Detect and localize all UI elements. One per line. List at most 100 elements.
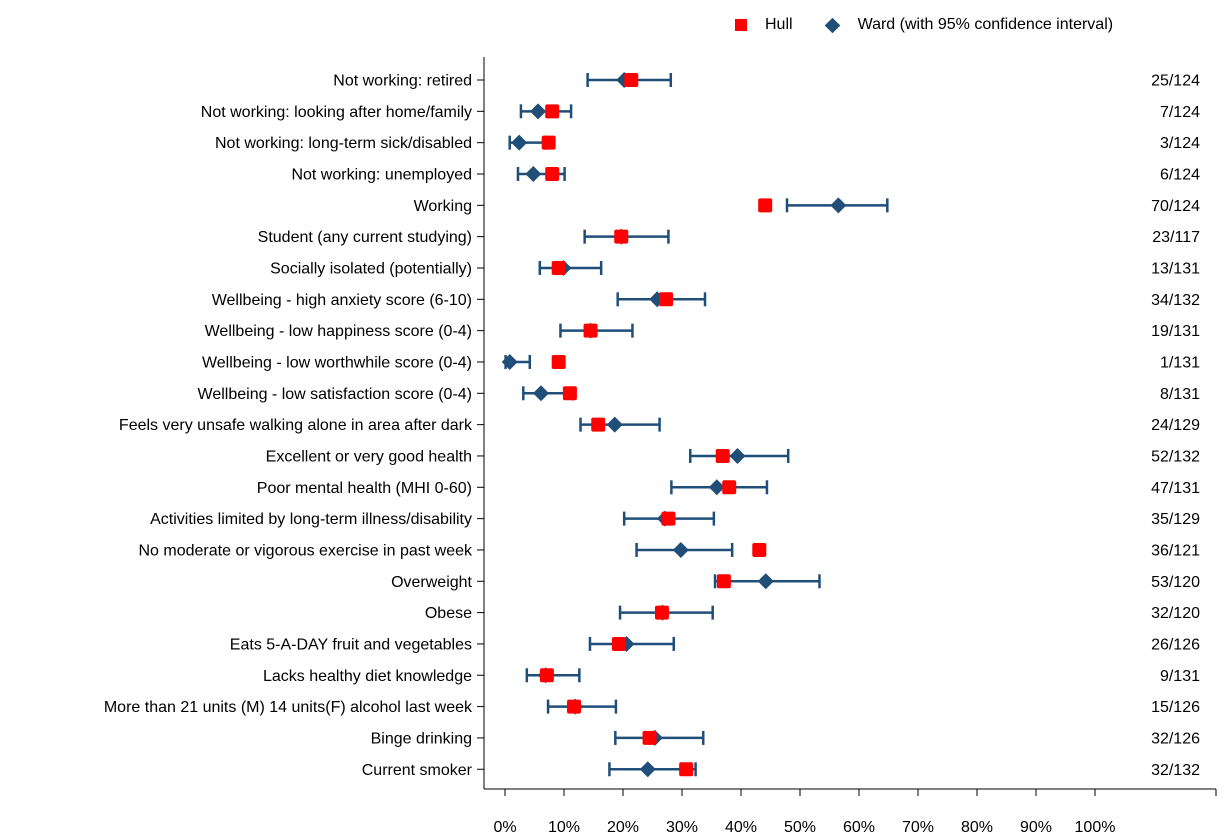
category-label: More than 21 units (M) 14 units(F) alcoh… <box>104 699 473 716</box>
category-label: Poor mental health (MHI 0-60) <box>257 480 472 497</box>
hull-point <box>539 668 554 683</box>
x-tick-label: 70% <box>902 819 934 834</box>
count-label: 34/132 <box>1151 292 1200 309</box>
count-label: 26/126 <box>1151 636 1200 653</box>
category-label: Working <box>414 198 472 215</box>
hull-point <box>624 73 639 87</box>
ward-point <box>729 447 746 464</box>
category-label: Excellent or very good health <box>266 448 472 465</box>
x-tick-label: 60% <box>843 819 875 834</box>
count-label: 15/126 <box>1151 699 1200 716</box>
legend-label-hull: Hull <box>765 16 793 33</box>
count-label: 35/129 <box>1151 511 1200 528</box>
count-label: 25/124 <box>1151 73 1200 90</box>
legend-item-ward: Ward (with 95% confidence interval) <box>824 16 1114 34</box>
count-label: 32/132 <box>1151 762 1200 779</box>
legend: Hull Ward (with 95% confidence interval) <box>735 13 1113 37</box>
hull-point <box>591 417 606 432</box>
hull-point <box>715 448 730 463</box>
category-label: Student (any current studying) <box>258 229 472 246</box>
count-label: 53/120 <box>1151 574 1200 591</box>
hull-point <box>679 762 694 777</box>
category-label: Binge drinking <box>371 730 472 747</box>
hull-point <box>661 511 676 526</box>
ward-point <box>672 541 689 558</box>
ward-point <box>757 573 774 590</box>
hull-point <box>614 229 629 244</box>
count-label: 32/120 <box>1151 605 1200 622</box>
category-label: Socially isolated (potentially) <box>270 260 472 277</box>
count-label: 8/131 <box>1160 386 1200 403</box>
legend-item-hull: Hull <box>735 16 793 34</box>
ward-point <box>606 416 623 433</box>
ward-point <box>830 197 847 214</box>
category-label: Wellbeing - low satisfaction score (0-4) <box>198 386 472 403</box>
ward-point <box>525 165 542 182</box>
hull-point <box>752 542 767 557</box>
count-label: 36/121 <box>1151 542 1200 559</box>
x-tick-label: 40% <box>725 819 757 834</box>
count-label: 1/131 <box>1160 354 1200 371</box>
category-label: Current smoker <box>362 762 473 779</box>
hull-point <box>654 605 669 620</box>
category-label: Obese <box>425 605 472 622</box>
category-label: Not working: retired <box>333 73 472 90</box>
blue-diamond-marker-icon <box>824 17 840 33</box>
category-label: Activities limited by long-term illness/… <box>150 511 472 528</box>
hull-point <box>716 574 731 589</box>
x-tick-label: 0% <box>493 819 516 834</box>
count-label: 3/124 <box>1160 135 1200 152</box>
ward-point <box>532 385 549 402</box>
category-label: Feels very unsafe walking alone in area … <box>119 417 473 434</box>
hull-point <box>722 480 737 495</box>
hull-point <box>551 260 566 275</box>
ward-point <box>501 353 518 370</box>
category-label: Wellbeing - high anxiety score (6-10) <box>212 292 472 309</box>
hull-point <box>611 636 626 651</box>
category-label: Eats 5-A-DAY fruit and vegetables <box>230 636 472 653</box>
count-label: 7/124 <box>1160 104 1200 121</box>
count-label: 19/131 <box>1151 323 1200 340</box>
hull-point <box>583 323 598 338</box>
category-label: Overweight <box>391 574 472 591</box>
count-label: 13/131 <box>1151 260 1200 277</box>
x-tick-label: 20% <box>607 819 639 834</box>
x-tick-label: 80% <box>961 819 993 834</box>
hull-point <box>551 354 566 369</box>
hull-point <box>659 292 674 307</box>
hull-point <box>541 135 556 150</box>
x-tick-label: 100% <box>1075 819 1116 834</box>
category-label: No moderate or vigorous exercise in past… <box>139 542 473 559</box>
x-tick-label: 90% <box>1020 819 1052 834</box>
x-tick-label: 50% <box>784 819 816 834</box>
hull-point <box>545 166 560 181</box>
count-label: 47/131 <box>1151 480 1200 497</box>
count-label: 9/131 <box>1160 668 1200 685</box>
x-tick-label: 30% <box>666 819 698 834</box>
count-label: 23/117 <box>1152 229 1200 246</box>
hull-point <box>567 699 582 714</box>
ward-point <box>708 479 725 496</box>
category-label: Not working: long-term sick/disabled <box>215 135 472 152</box>
category-label: Wellbeing - low worthwhile score (0-4) <box>202 354 472 371</box>
x-tick-label: 10% <box>548 819 580 834</box>
legend-label-ward: Ward (with 95% confidence interval) <box>857 16 1114 33</box>
count-label: 52/132 <box>1151 448 1200 465</box>
ward-point <box>530 103 547 120</box>
hull-point <box>758 198 773 213</box>
count-label: 32/126 <box>1151 730 1200 747</box>
ward-point <box>511 134 528 151</box>
hull-point <box>642 730 657 745</box>
ward-point <box>639 761 656 778</box>
hull-point <box>562 386 577 401</box>
category-label: Not working: unemployed <box>291 166 472 183</box>
category-label: Lacks healthy diet knowledge <box>263 668 472 685</box>
hull-point <box>545 104 560 119</box>
count-label: 24/129 <box>1151 417 1200 434</box>
count-label: 70/124 <box>1151 198 1200 215</box>
count-label: 6/124 <box>1160 166 1200 183</box>
category-label: Wellbeing - low happiness score (0-4) <box>205 323 472 340</box>
red-square-marker-icon <box>735 19 747 31</box>
